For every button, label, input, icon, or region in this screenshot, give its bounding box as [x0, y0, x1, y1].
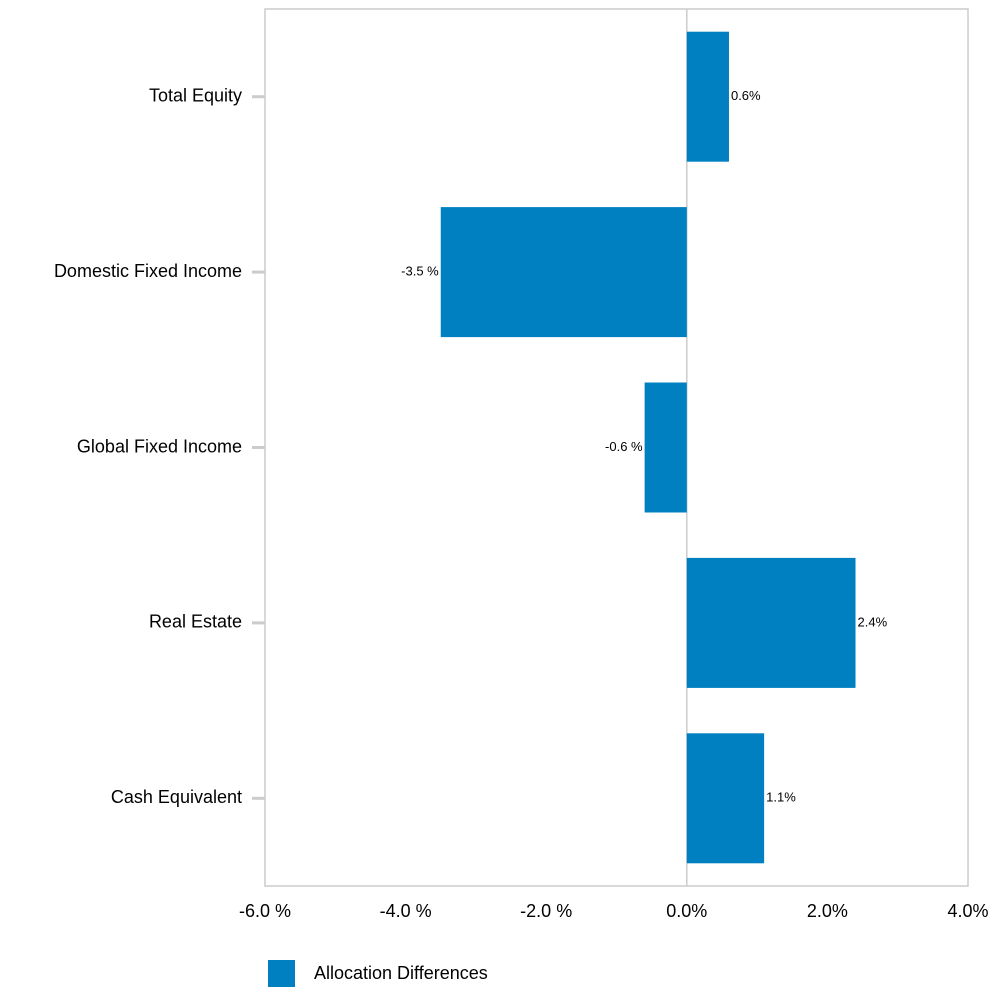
legend-swatch [268, 960, 295, 987]
category-label: Total Equity [149, 85, 242, 105]
x-tick-labels: -6.0 % -4.0 % -2.0 % 0.0% 2.0% 4.0% [239, 901, 989, 921]
legend: Allocation Differences [268, 960, 488, 987]
category-label: Real Estate [149, 612, 242, 632]
bar [644, 382, 687, 513]
x-tick-label: 4.0% [947, 901, 988, 921]
y-tick-marks [252, 95, 265, 800]
data-label: -3.5 % [401, 264, 439, 279]
data-label: 1.1% [766, 790, 796, 805]
bar [686, 557, 856, 688]
data-label: -0.6 % [605, 439, 643, 454]
category-label: Domestic Fixed Income [54, 261, 242, 281]
x-tick-label: -4.0 % [380, 901, 432, 921]
category-labels: Total Equity Domestic Fixed Income Global … [54, 85, 242, 807]
data-labels: 0.6% -3.5 % -0.6 % 2.4% 1.1% [401, 88, 887, 805]
category-label: Cash Equivalent [111, 787, 242, 807]
x-tick-label: 0.0% [666, 901, 707, 921]
bar [686, 733, 765, 864]
category-label: Global Fixed Income [77, 436, 242, 456]
x-tick-label: -6.0 % [239, 901, 291, 921]
x-tick-label: -2.0 % [520, 901, 572, 921]
legend-label: Allocation Differences [314, 963, 488, 983]
x-tick-label: 2.0% [807, 901, 848, 921]
bar [686, 31, 729, 162]
bars-group [440, 31, 856, 864]
bar [440, 207, 687, 338]
data-label: 2.4% [858, 614, 888, 629]
data-label: 0.6% [731, 88, 761, 103]
